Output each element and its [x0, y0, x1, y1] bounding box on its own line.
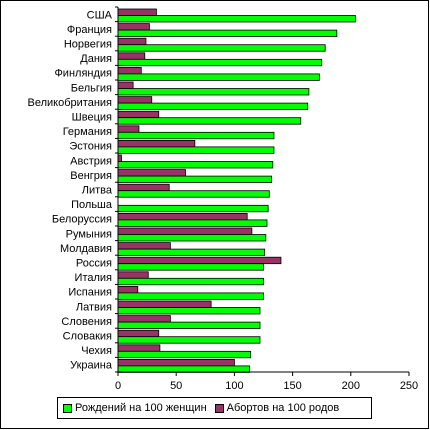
bar-births: [117, 102, 309, 110]
category-label: Польша: [71, 199, 113, 211]
bar-abortions: [117, 154, 122, 162]
bar-abortions: [117, 358, 235, 367]
category-label: Франция: [67, 24, 112, 36]
bar-births: [117, 365, 250, 373]
bar-abortions: [117, 242, 171, 250]
bar-abortions: [117, 81, 134, 89]
x-tick-label: 150: [283, 380, 301, 392]
category-label: Литва: [82, 185, 113, 197]
bar-births: [117, 277, 264, 286]
category-label: Бельгия: [71, 82, 112, 94]
bar-births: [117, 204, 269, 213]
bar-abortions: [117, 285, 139, 294]
category-label: Испания: [68, 287, 112, 299]
bar-births: [117, 117, 302, 125]
bar-abortions: [117, 67, 142, 75]
x-tick-label: 250: [400, 380, 418, 392]
category-label: Чехия: [81, 345, 112, 357]
category-label: Словения: [61, 316, 112, 328]
category-label: Дания: [80, 53, 112, 65]
bar-abortions: [117, 344, 161, 352]
bar-births: [117, 234, 267, 242]
x-tick-label: 0: [115, 380, 121, 392]
category-label: Румыния: [66, 228, 112, 240]
bar-births: [117, 321, 261, 330]
category-label: США: [87, 9, 113, 21]
bar-births: [117, 146, 275, 154]
bar-abortions: [117, 329, 160, 338]
bar-births: [117, 175, 273, 184]
bar-births: [117, 263, 264, 271]
category-label: Великобритания: [28, 97, 113, 109]
category-label: Молдавия: [60, 243, 112, 255]
bar-births: [117, 350, 252, 359]
x-tick-label: 50: [170, 380, 182, 392]
legend-label-abortions: Абортов на 100 родов: [226, 402, 340, 414]
bar-births: [117, 73, 320, 81]
bar-abortions: [117, 212, 248, 221]
category-label: Италия: [75, 272, 113, 284]
bar-births: [117, 29, 338, 38]
bar-abortions: [117, 125, 140, 133]
category-label: Россия: [76, 258, 112, 270]
category-label: Венгрия: [70, 170, 112, 182]
bar-births: [117, 15, 356, 23]
chart-legend: Рождений на 100 женщин Абортов на 100 ро…: [57, 397, 372, 419]
bar-abortions: [117, 139, 196, 148]
bar-births: [117, 219, 268, 227]
bar-births: [117, 336, 261, 344]
category-label: Финляндия: [54, 68, 112, 80]
bar-abortions: [117, 169, 186, 177]
category-label: Швеция: [72, 112, 112, 124]
bar-births: [117, 190, 270, 198]
category-label: Норвегия: [64, 39, 112, 51]
bar-births: [117, 307, 261, 315]
bar-abortions: [117, 256, 282, 265]
legend-label-births: Рождений на 100 женщин: [75, 402, 207, 414]
bar-abortions: [117, 315, 171, 323]
category-label: Эстония: [69, 141, 112, 153]
category-label: Германия: [63, 126, 112, 138]
category-label: Украина: [70, 360, 113, 372]
bar-abortions: [117, 300, 212, 308]
bar-births: [117, 131, 275, 140]
legend-item-abortions: Абортов на 100 родов: [214, 402, 340, 414]
legend-swatch-births: [63, 403, 72, 413]
bar-births: [117, 58, 323, 67]
category-label: Словакия: [63, 331, 112, 343]
bar-births: [117, 161, 274, 169]
bar-abortions: [117, 37, 147, 46]
bar-abortions: [117, 23, 150, 31]
bar-abortions: [117, 183, 170, 192]
x-tick-label: 100: [225, 380, 243, 392]
bar-births: [117, 248, 266, 257]
bar-abortions: [117, 110, 160, 119]
bar-births: [117, 44, 326, 52]
legend-swatch-abortions: [214, 403, 224, 413]
category-label: Австрия: [70, 155, 112, 167]
bar-abortions: [117, 96, 153, 104]
bar-births: [117, 88, 310, 96]
bar-abortions: [117, 8, 157, 16]
bar-abortions: [117, 52, 146, 60]
legend-item-births: Рождений на 100 женщин: [63, 402, 207, 414]
x-tick-label: 200: [342, 380, 360, 392]
bar-abortions: [117, 227, 253, 235]
bar-births: [117, 292, 264, 300]
bar-abortions: [117, 271, 149, 279]
category-label: Латвия: [76, 301, 112, 313]
category-label: Белоруссия: [52, 214, 112, 226]
